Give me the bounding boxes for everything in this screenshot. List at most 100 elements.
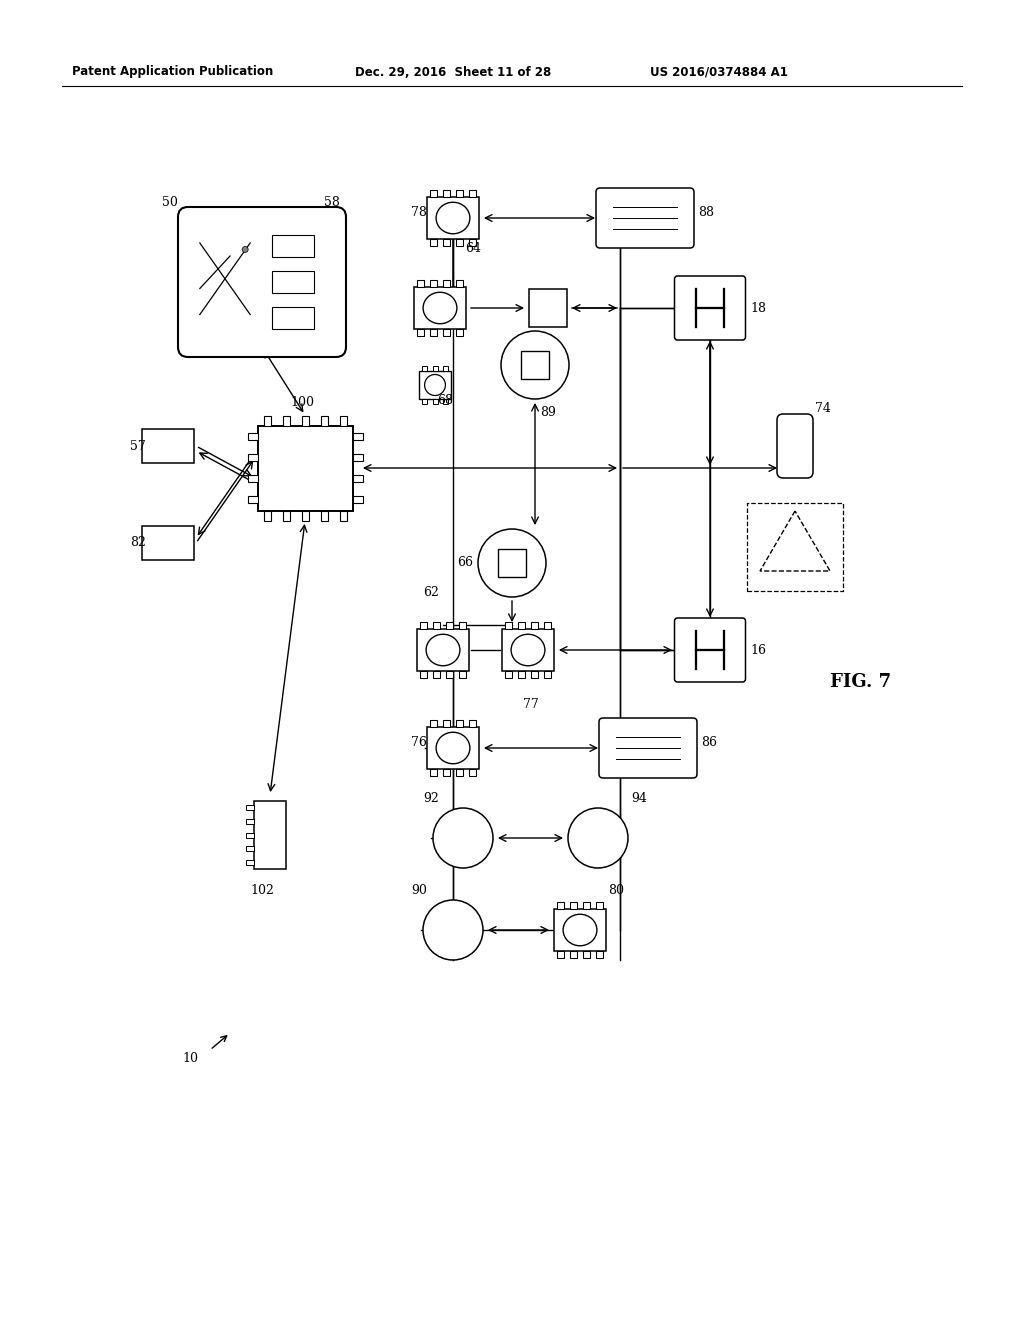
Circle shape (568, 808, 628, 869)
Circle shape (478, 529, 546, 597)
FancyBboxPatch shape (596, 187, 694, 248)
Bar (430, 239, 437, 246)
Bar (469, 770, 476, 776)
Circle shape (501, 331, 569, 399)
Bar (430, 329, 437, 337)
Bar (417, 329, 424, 337)
Bar (427, 197, 479, 239)
Ellipse shape (423, 292, 457, 323)
Ellipse shape (436, 733, 470, 764)
Text: 16: 16 (750, 644, 766, 656)
Bar (417, 630, 469, 671)
Text: 74: 74 (815, 401, 830, 414)
Bar (505, 671, 512, 678)
Bar (583, 902, 590, 909)
Circle shape (423, 900, 483, 960)
Bar (352, 454, 362, 461)
Bar (283, 511, 290, 520)
Bar (443, 399, 449, 404)
Bar (570, 902, 577, 909)
Bar (246, 833, 254, 837)
Bar (443, 366, 449, 371)
Text: Dec. 29, 2016  Sheet 11 of 28: Dec. 29, 2016 Sheet 11 of 28 (355, 66, 551, 78)
Bar (272, 308, 313, 330)
FancyBboxPatch shape (777, 414, 813, 478)
FancyBboxPatch shape (675, 276, 745, 341)
Bar (422, 399, 427, 404)
Bar (596, 950, 603, 958)
Text: 89: 89 (540, 407, 556, 420)
Text: FIG. 7: FIG. 7 (830, 673, 891, 690)
Ellipse shape (563, 915, 597, 945)
Text: 64: 64 (465, 242, 481, 255)
Bar (459, 671, 466, 678)
Bar (554, 909, 606, 950)
Bar (469, 239, 476, 246)
Text: 62: 62 (423, 586, 439, 598)
Bar (443, 329, 450, 337)
Bar (321, 511, 328, 520)
Bar (419, 371, 451, 399)
Bar (443, 239, 450, 246)
Text: 58: 58 (324, 195, 340, 209)
Bar (531, 671, 538, 678)
Bar (340, 511, 346, 520)
Bar (456, 239, 463, 246)
Ellipse shape (425, 375, 445, 396)
Bar (283, 416, 290, 425)
Bar (746, 503, 843, 591)
Bar (529, 289, 567, 327)
Text: 76: 76 (411, 737, 427, 750)
Text: US 2016/0374884 A1: US 2016/0374884 A1 (650, 66, 787, 78)
Bar (518, 622, 525, 630)
Bar (301, 511, 308, 520)
Bar (583, 950, 590, 958)
Bar (469, 190, 476, 197)
Bar (246, 846, 254, 851)
Bar (446, 671, 453, 678)
Bar (456, 190, 463, 197)
Text: 94: 94 (631, 792, 647, 804)
Bar (456, 770, 463, 776)
Bar (414, 286, 466, 329)
Bar (257, 425, 352, 511)
Bar (246, 859, 254, 865)
Ellipse shape (511, 634, 545, 665)
Text: 68: 68 (437, 393, 453, 407)
Bar (443, 770, 450, 776)
Bar (272, 271, 313, 293)
Bar (544, 622, 551, 630)
Bar (446, 622, 453, 630)
Bar (420, 622, 427, 630)
Bar (246, 805, 254, 810)
Bar (570, 950, 577, 958)
Bar (417, 280, 424, 286)
Bar (432, 399, 437, 404)
Text: 80: 80 (608, 883, 624, 896)
Bar (443, 719, 450, 727)
Bar (352, 496, 362, 503)
Text: 92: 92 (423, 792, 438, 804)
Bar (433, 671, 440, 678)
Bar (430, 770, 437, 776)
Bar (456, 719, 463, 727)
Bar (301, 416, 308, 425)
Bar (248, 496, 257, 503)
Bar (505, 622, 512, 630)
Text: 88: 88 (698, 206, 714, 219)
Bar (254, 801, 286, 869)
Text: Patent Application Publication: Patent Application Publication (72, 66, 273, 78)
Bar (430, 719, 437, 727)
Bar (521, 351, 549, 379)
Bar (248, 433, 257, 440)
Bar (544, 671, 551, 678)
Polygon shape (760, 511, 830, 572)
FancyBboxPatch shape (599, 718, 697, 777)
Text: 66: 66 (457, 557, 473, 569)
FancyBboxPatch shape (675, 618, 745, 682)
Bar (557, 902, 564, 909)
Bar (502, 630, 554, 671)
Bar (246, 818, 254, 824)
Bar (596, 902, 603, 909)
Circle shape (433, 808, 493, 869)
